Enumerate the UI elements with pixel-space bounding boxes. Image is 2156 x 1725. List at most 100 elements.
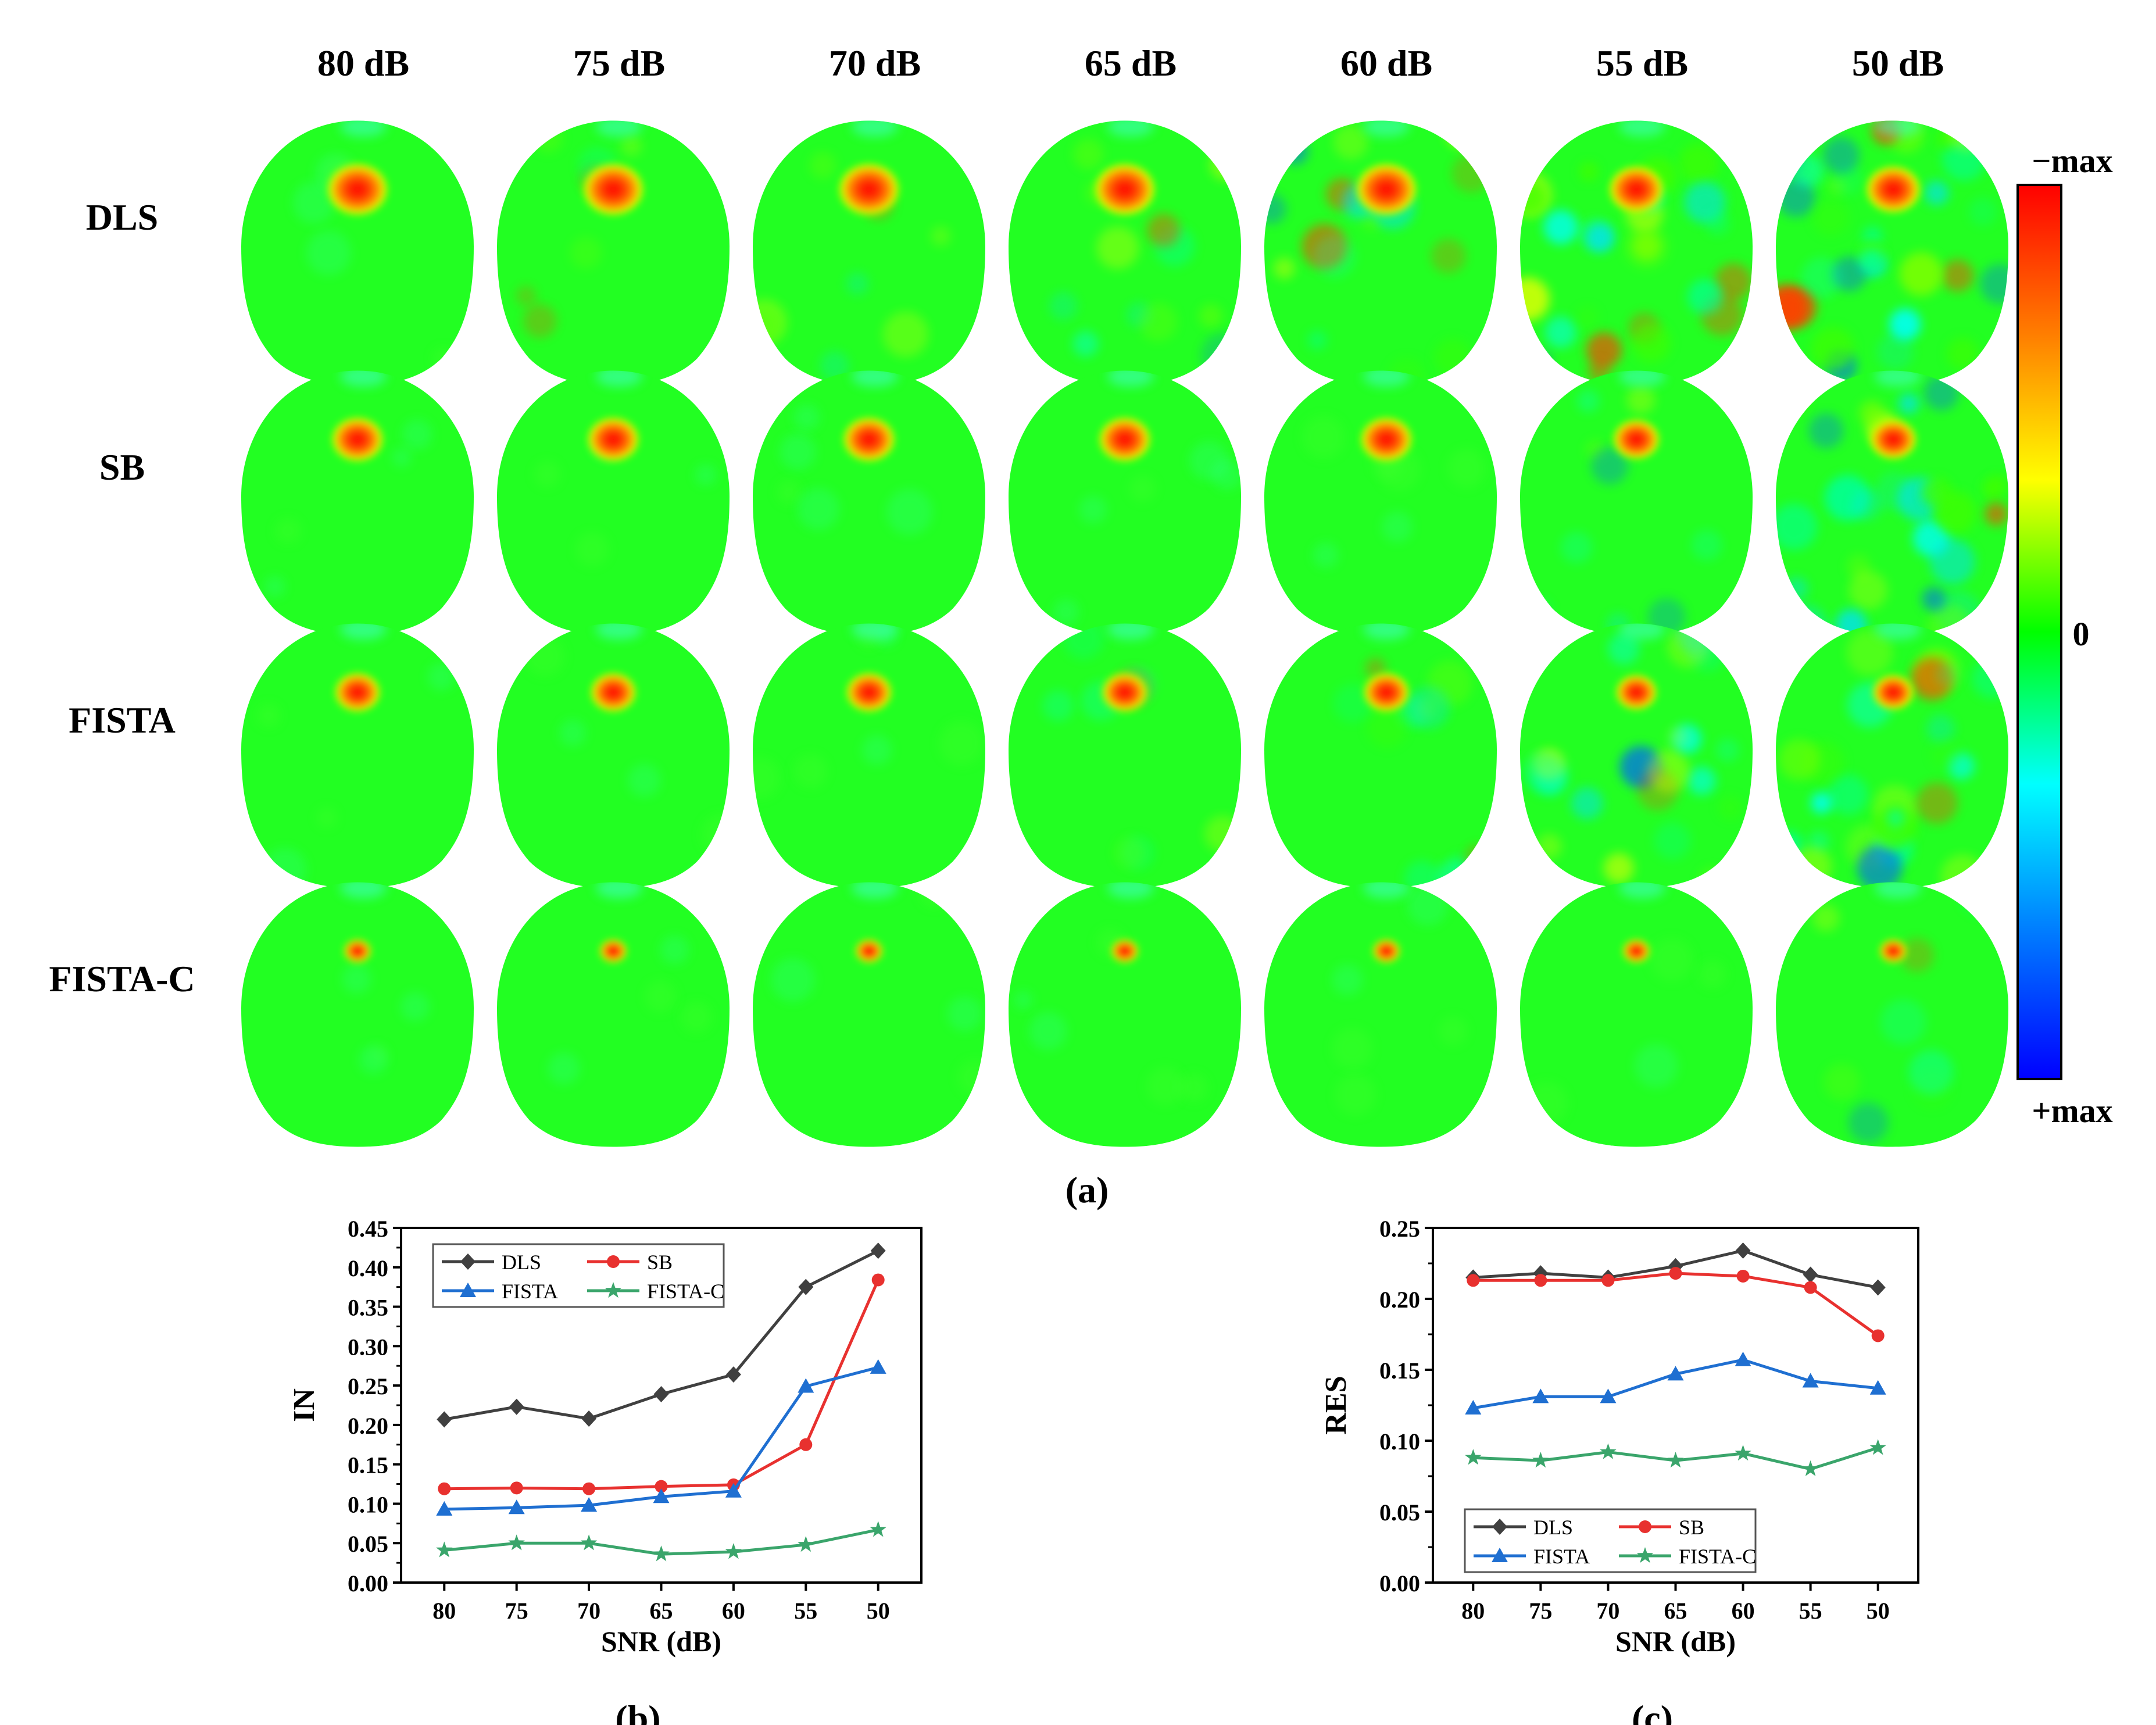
head-map — [1009, 882, 1241, 1147]
noise-blob — [1407, 884, 1449, 926]
noise-blob — [1705, 210, 1730, 235]
noise-blob — [1908, 1049, 1954, 1095]
y-tick-label: 0.35 — [348, 1295, 388, 1321]
noise-blob — [753, 757, 781, 799]
noise-blob — [1433, 338, 1472, 377]
noise-blob — [1042, 690, 1074, 722]
noise-blob — [1544, 316, 1576, 348]
noise-blob — [1447, 449, 1486, 488]
noise-blob — [1929, 539, 1975, 585]
noise-blob — [1699, 867, 1726, 888]
noise-blob — [1096, 226, 1139, 269]
head-map — [753, 623, 985, 888]
activation-spot — [1871, 673, 1915, 712]
noise-blob — [1363, 120, 1410, 137]
legend-label: SB — [647, 1251, 673, 1274]
noise-blob — [1691, 530, 1722, 561]
noise-blob — [1859, 401, 1885, 426]
noise-blob — [771, 958, 815, 1002]
x-axis-title: SNR (dB) — [601, 1625, 721, 1658]
data-point — [798, 1535, 814, 1552]
y-tick-label: 0.45 — [348, 1216, 388, 1242]
head-map-background — [1264, 370, 1497, 635]
data-point — [436, 1541, 453, 1558]
noise-blob — [441, 623, 474, 661]
noise-blob — [1776, 831, 1804, 859]
noise-blob — [256, 703, 281, 728]
noise-blob — [1848, 571, 1888, 610]
head-map — [241, 623, 474, 888]
noise-blob — [1179, 1073, 1208, 1102]
noise-blob — [1446, 120, 1475, 148]
data-point — [1803, 1266, 1818, 1283]
noise-blob — [1332, 1028, 1373, 1069]
noise-blob — [1079, 495, 1107, 524]
noise-blob — [1942, 259, 1974, 292]
noise-blob — [1949, 120, 1983, 151]
noise-blob — [852, 120, 898, 137]
noise-blob — [1530, 351, 1551, 373]
noise-blob — [776, 480, 802, 505]
activation-spot — [1097, 416, 1153, 463]
data-point — [870, 1359, 886, 1374]
noise-blob — [1129, 475, 1156, 502]
activation-spot — [1110, 938, 1140, 964]
y-tick-label: 0.25 — [1379, 1216, 1420, 1242]
noise-blob — [882, 311, 929, 358]
noise-blob — [1718, 795, 1743, 820]
data-point — [1667, 1366, 1684, 1381]
noise-blob — [1464, 845, 1489, 870]
noise-blob — [1049, 291, 1078, 320]
noise-blob — [1715, 263, 1752, 300]
noise-blob — [1862, 226, 1883, 247]
data-point — [508, 1534, 525, 1551]
noise-blob — [1204, 815, 1241, 852]
x-tick-label: 55 — [1799, 1598, 1822, 1624]
noise-blob — [1900, 938, 1935, 973]
data-point — [581, 1497, 598, 1512]
noise-blob — [1634, 1044, 1678, 1088]
data-point — [1735, 1351, 1751, 1366]
noise-blob — [1698, 960, 1727, 989]
noise-blob — [1989, 474, 2008, 495]
data-point — [1600, 1443, 1617, 1459]
colorbar-top-label: −max — [2032, 142, 2112, 180]
noise-blob — [596, 120, 642, 137]
noise-blob — [523, 304, 557, 338]
noise-blob — [861, 735, 892, 765]
noise-blob — [1916, 782, 1958, 824]
head-map — [1009, 370, 1241, 635]
noise-blob — [628, 764, 661, 797]
noise-blob — [1146, 1067, 1185, 1105]
noise-blob — [1114, 837, 1146, 869]
noise-blob — [1899, 252, 1943, 296]
activation-spot — [333, 671, 382, 713]
noise-blob — [401, 992, 430, 1022]
panel-label: (c) — [1632, 1698, 1673, 1725]
noise-blob — [886, 488, 933, 535]
noise-blob — [846, 272, 869, 295]
activation-spot — [1621, 938, 1651, 964]
noise-blob — [1779, 151, 1803, 174]
noise-blob — [1439, 1016, 1468, 1045]
noise-blob — [1886, 808, 1905, 827]
noise-blob — [1687, 279, 1723, 315]
noise-blob — [559, 719, 587, 747]
noise-blob — [306, 230, 351, 276]
noise-blob — [1654, 822, 1691, 859]
noise-blob — [1650, 938, 1693, 981]
head-map — [753, 120, 985, 385]
noise-blob — [1828, 774, 1868, 815]
data-point — [1492, 1548, 1508, 1562]
data-point — [438, 1482, 451, 1495]
noise-blob — [1790, 154, 1824, 188]
noise-blob — [1776, 374, 1810, 415]
activation-spot — [325, 161, 390, 217]
head-map-background — [1009, 370, 1241, 635]
data-point — [870, 1242, 886, 1259]
data-point — [871, 1273, 885, 1287]
noise-blob — [1935, 662, 1961, 687]
noise-blob — [1958, 882, 2005, 917]
data-point — [1869, 1380, 1886, 1395]
noise-blob — [534, 461, 560, 487]
